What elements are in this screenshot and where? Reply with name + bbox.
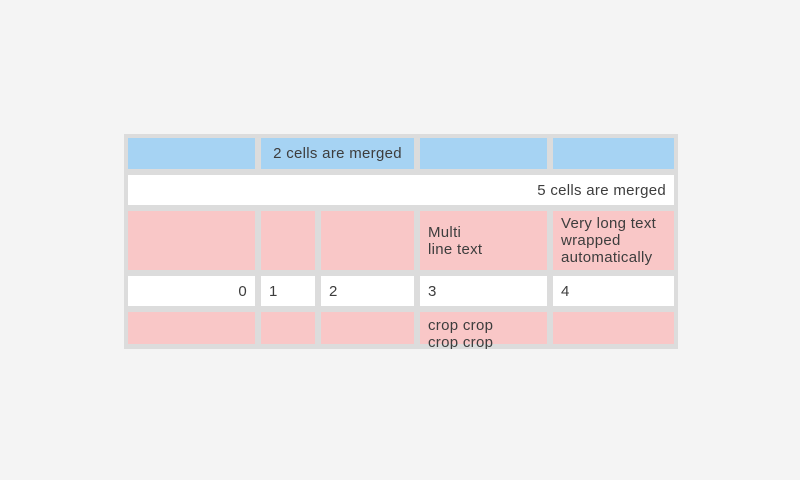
autowrap-cell[interactable]: Very long text wrapped automatically (553, 211, 674, 270)
cell-r5c2[interactable] (261, 312, 315, 344)
cell-r5c3[interactable] (321, 312, 414, 344)
cell-r3c2[interactable] (261, 211, 315, 270)
cell-2[interactable]: 2 (321, 276, 414, 306)
cell-4[interactable]: 4 (553, 276, 674, 306)
cell-r5c1[interactable] (128, 312, 255, 344)
cell-r5c5[interactable] (553, 312, 674, 344)
cell-r3c3[interactable] (321, 211, 414, 270)
multiline-cell[interactable]: Multi line text (420, 211, 547, 270)
cell-r3c1[interactable] (128, 211, 255, 270)
merged-2-cells[interactable]: 2 cells are merged (261, 138, 414, 169)
cell-0[interactable]: 0 (128, 276, 255, 306)
cell-r1c5[interactable] (553, 138, 674, 169)
table-widget[interactable]: 2 cells are merged 5 cells are merged Mu… (124, 134, 678, 349)
cell-3[interactable]: 3 (420, 276, 547, 306)
cell-r1c4[interactable] (420, 138, 547, 169)
cell-1[interactable]: 1 (261, 276, 315, 306)
cell-r1c1[interactable] (128, 138, 255, 169)
crop-cell[interactable]: crop crop crop crop (420, 312, 547, 349)
merged-5-cells[interactable]: 5 cells are merged (128, 175, 674, 205)
